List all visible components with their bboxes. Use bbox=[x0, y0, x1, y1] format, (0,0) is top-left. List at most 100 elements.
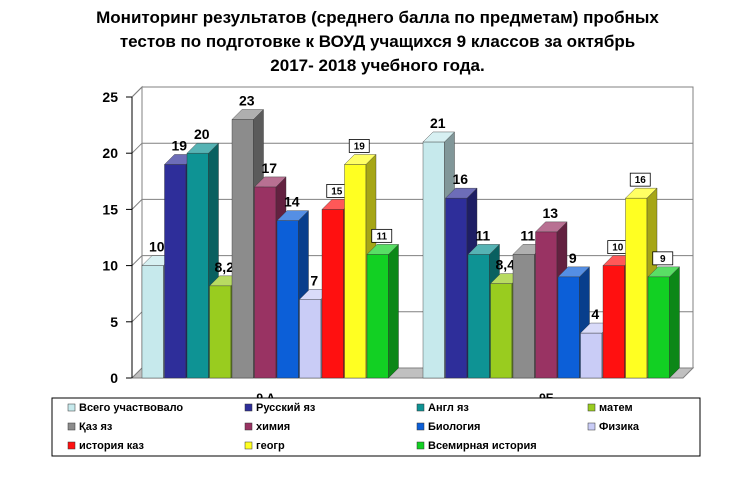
bar-top bbox=[467, 244, 500, 255]
bar-top bbox=[625, 187, 658, 199]
bar-front bbox=[366, 254, 389, 379]
bar-top bbox=[445, 187, 478, 199]
bar-front bbox=[535, 231, 558, 379]
data-label: 11 bbox=[475, 227, 490, 243]
legend-swatch bbox=[67, 403, 76, 412]
data-label: 7 bbox=[310, 272, 318, 288]
data-label: 16 bbox=[452, 171, 468, 187]
legend-label: Русский яз bbox=[256, 402, 316, 414]
bar-front bbox=[254, 186, 277, 379]
legend-item: Русский яз bbox=[244, 402, 316, 414]
legend-item: Биология bbox=[416, 421, 480, 433]
bar-front bbox=[209, 285, 232, 379]
legend-swatch bbox=[244, 403, 253, 412]
data-label: 8,2 bbox=[215, 259, 235, 275]
legend-label: матем bbox=[599, 402, 633, 414]
data-label: 11 bbox=[520, 227, 535, 243]
data-label-box bbox=[629, 172, 651, 187]
data-label: 9 bbox=[660, 254, 666, 265]
y-tick-label: 0 bbox=[110, 370, 118, 386]
bar-front bbox=[422, 141, 445, 379]
bar-front bbox=[141, 265, 164, 379]
legend-swatch bbox=[244, 441, 253, 450]
data-label: 16 bbox=[635, 175, 647, 186]
gridline-side bbox=[131, 311, 143, 323]
legend-label: Всего участвовало bbox=[79, 402, 183, 414]
bar-front bbox=[512, 254, 535, 379]
legend-swatch bbox=[587, 422, 596, 431]
bar-front bbox=[445, 197, 468, 379]
bar-front bbox=[186, 152, 209, 379]
data-label-box bbox=[348, 139, 370, 153]
data-label-box bbox=[371, 228, 393, 243]
bar-front bbox=[490, 283, 513, 379]
data-label: 9 bbox=[569, 250, 577, 266]
legend-label: Биология bbox=[428, 421, 480, 433]
data-label: 17 bbox=[261, 160, 277, 176]
legend-item: Всемирная история bbox=[416, 440, 537, 452]
legend-item: Қаз яз bbox=[67, 421, 113, 433]
data-label: 10 bbox=[612, 243, 624, 254]
bar: 11 bbox=[366, 228, 399, 379]
bar-front bbox=[647, 276, 670, 379]
data-label: 4 bbox=[591, 306, 599, 322]
bar-front bbox=[276, 220, 299, 379]
legend: Всего участвовало Русский яз Англ яз матем Қ… bbox=[51, 397, 701, 457]
legend-item: Англ яз bbox=[416, 402, 469, 414]
legend-label: история каз bbox=[79, 440, 145, 452]
bar-front bbox=[164, 164, 187, 379]
data-label: 23 bbox=[239, 92, 255, 108]
bar-top bbox=[422, 131, 455, 143]
y-tick-label: 10 bbox=[102, 258, 118, 274]
bar-top bbox=[231, 109, 264, 120]
data-label: 19 bbox=[354, 141, 366, 152]
legend-label: Англ яз bbox=[428, 402, 469, 414]
bar-top bbox=[276, 210, 309, 221]
bar-top bbox=[366, 244, 399, 255]
bar-front bbox=[557, 276, 580, 379]
bar-front bbox=[580, 332, 603, 379]
gridline-side bbox=[131, 86, 143, 98]
y-tick-label: 25 bbox=[102, 89, 118, 105]
data-label: 14 bbox=[284, 194, 300, 210]
legend-swatch bbox=[244, 422, 253, 431]
legend-swatch bbox=[416, 403, 425, 412]
data-label: 10 bbox=[149, 239, 165, 255]
legend-swatch bbox=[67, 441, 76, 450]
legend-label: Қаз яз bbox=[79, 421, 113, 433]
legend-swatch bbox=[416, 441, 425, 450]
plot-side-wall bbox=[131, 85, 143, 380]
legend-swatch bbox=[67, 422, 76, 431]
bar-top bbox=[535, 221, 568, 233]
bar-top bbox=[344, 154, 377, 165]
data-label-box bbox=[652, 251, 674, 266]
bar-side bbox=[669, 266, 680, 379]
legend-label: Всемирная история bbox=[428, 440, 537, 452]
chart-title-line-1: Мониторинг результатов (среднего балла п… bbox=[96, 8, 659, 27]
data-label: 11 bbox=[376, 231, 387, 242]
bar-top bbox=[254, 176, 287, 188]
data-label: 20 bbox=[194, 126, 210, 142]
bar: 9 bbox=[647, 251, 680, 379]
chart-title-line-2: тестов по подготовке к ВОУД учащихся 9 к… bbox=[119, 32, 636, 51]
bar-front bbox=[321, 209, 344, 379]
gridline-side bbox=[131, 255, 143, 266]
gridline-side bbox=[131, 199, 143, 210]
data-label: 15 bbox=[331, 186, 343, 197]
bar-side bbox=[388, 243, 399, 379]
data-label: 21 bbox=[430, 115, 446, 131]
gridline-side bbox=[131, 142, 143, 154]
data-label: 8,4 bbox=[496, 257, 516, 273]
legend-swatch bbox=[587, 403, 596, 412]
bar-top bbox=[557, 266, 590, 278]
y-tick-label: 20 bbox=[102, 145, 118, 161]
legend-item: химия bbox=[244, 421, 290, 433]
bar-top bbox=[186, 142, 219, 154]
chart-title-line-3: 2017- 2018 учебного года. bbox=[270, 56, 485, 75]
bar-top bbox=[647, 266, 680, 278]
bar-front bbox=[467, 254, 490, 379]
data-label: 13 bbox=[542, 205, 558, 221]
legend-item: история каз bbox=[67, 440, 145, 452]
bar-front bbox=[625, 197, 648, 379]
